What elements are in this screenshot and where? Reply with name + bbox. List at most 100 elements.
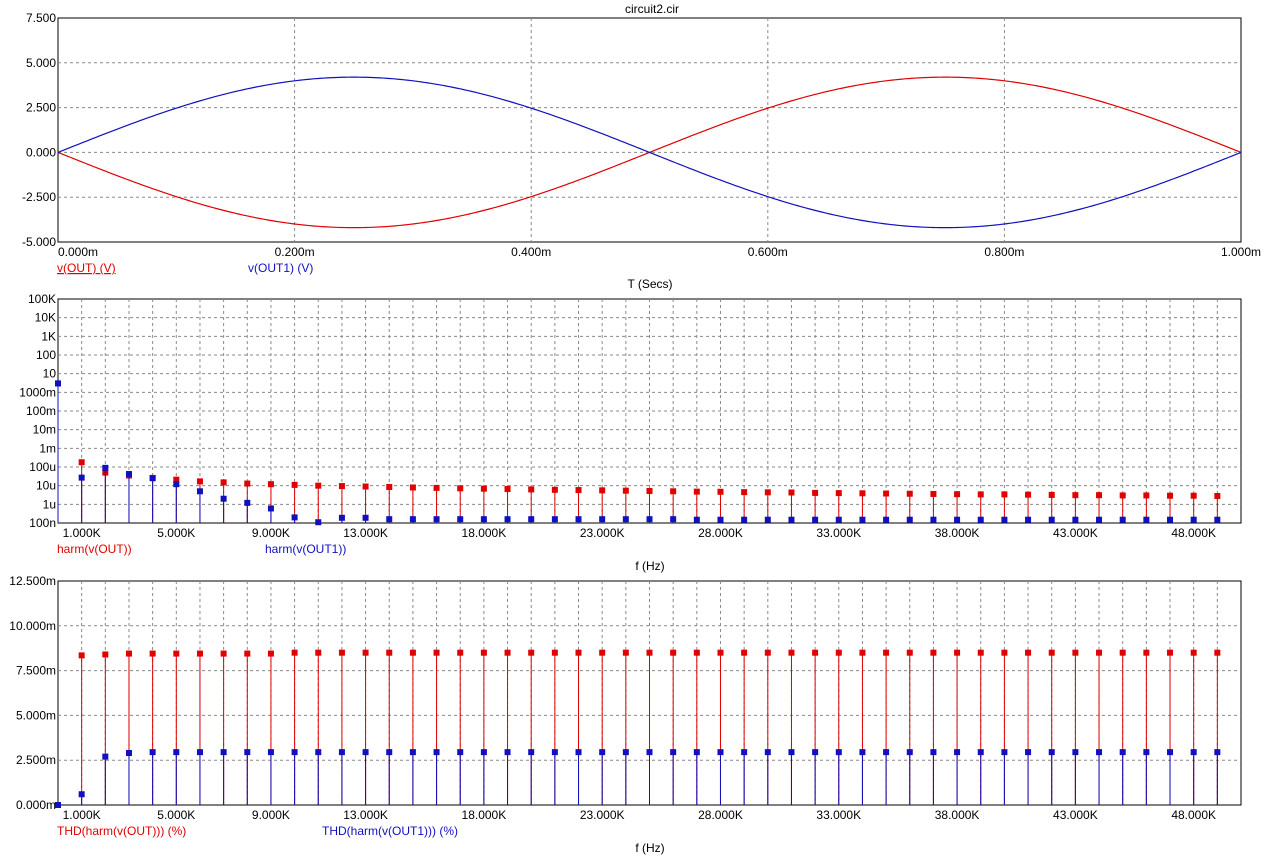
x-tick-label: 1.000m [1221,245,1261,259]
data-point [1214,649,1221,656]
data-point [102,464,109,471]
x-tick-label: 33.000K [816,808,861,822]
data-point [1001,649,1008,656]
x-tick-label: 0.200m [275,245,315,259]
y-tick-label: 100K [28,292,56,306]
data-point [1025,516,1032,523]
data-point [812,749,819,756]
x-tick-label: 38.000K [935,526,980,540]
data-point [433,749,440,756]
data-point [244,480,251,487]
data-point [55,380,61,387]
data-point [267,505,274,512]
y-tick-label: -2.500 [22,190,56,204]
data-point [149,749,156,756]
data-point [1072,749,1079,756]
y-tick-label: 10K [35,311,56,325]
x-axis-label: f (Hz) [635,841,664,855]
data-point [906,516,913,523]
data-point [338,514,345,521]
data-point [835,749,842,756]
data-point [386,649,393,656]
data-point [646,487,653,494]
data-point [1072,649,1079,656]
x-tick-label: 28.000K [698,808,743,822]
data-point [646,749,653,756]
data-point [1048,491,1055,498]
x-tick-label: 1.000K [63,526,101,540]
data-point [78,652,85,659]
data-point [1096,492,1103,499]
data-point [788,516,795,523]
data-point [457,485,464,492]
data-point [670,488,677,495]
data-point [764,649,771,656]
x-tick-label: 0.600m [748,245,788,259]
data-point [1167,649,1174,656]
y-tick-label: 10m [33,423,56,437]
data-point [788,649,795,656]
data-point [196,749,203,756]
y-tick-label: 7.500m [16,664,56,678]
data-point [1167,516,1174,523]
data-point [1143,492,1150,499]
x-tick-label: 0.400m [511,245,551,259]
data-point [693,516,700,523]
data-point [1001,516,1008,523]
data-point [244,650,251,657]
data-point [1119,749,1126,756]
data-point [125,471,132,478]
data-point [1190,749,1197,756]
data-point [457,516,464,523]
data-point [528,516,535,523]
data-point [1143,516,1150,523]
x-tick-label: 48.000K [1171,808,1216,822]
data-point [670,649,677,656]
data-point [480,485,487,492]
data-point [125,650,132,657]
data-point [1167,492,1174,499]
data-point [386,483,393,490]
chart-panel-thd: 12.500m 10.000m 7.500m 5.000m 2.500m 0.000m 1.… [9,574,1242,855]
x-tick-label: 9.000K [252,526,290,540]
data-point [433,649,440,656]
data-point [291,514,298,521]
data-point [835,490,842,497]
x-tick-label: 0.000m [58,245,98,259]
data-point [1190,649,1197,656]
data-point [906,649,913,656]
data-point [1048,749,1055,756]
data-point [906,749,913,756]
data-point [362,483,369,490]
x-tick-label: 9.000K [252,808,290,822]
data-point [315,749,322,756]
x-tick-label: 0.800m [984,245,1024,259]
data-point [906,490,913,497]
y-tick-label: 100n [29,516,56,530]
data-point [504,516,511,523]
data-point [362,649,369,656]
data-point [78,791,85,798]
data-point [646,649,653,656]
data-point [599,749,606,756]
data-point [504,649,511,656]
plot-area-transient [57,17,1242,243]
x-axis-label: f (Hz) [635,559,664,573]
data-point [1214,492,1221,499]
data-point [977,749,984,756]
data-point [409,749,416,756]
y-tick-label: 1000m [19,385,56,399]
data-point [859,649,866,656]
data-point [835,516,842,523]
data-point [1190,492,1197,499]
data-point [102,753,109,760]
data-point [220,749,227,756]
data-point [78,459,85,466]
y-tick-label: 1m [39,441,56,455]
data-point [954,749,961,756]
data-point [315,649,322,656]
data-point [409,516,416,523]
data-point [764,489,771,496]
data-point [102,651,109,658]
